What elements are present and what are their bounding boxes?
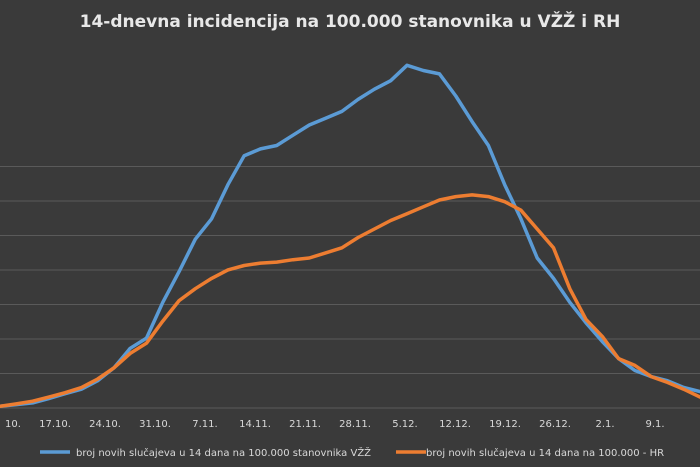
legend-label-1: broj novih slučajeva u 14 dana na 100.00… — [76, 446, 371, 459]
x-tick-label: 19.12. — [489, 419, 521, 430]
x-tick-label: 10. — [5, 419, 21, 430]
x-tick-label: 2.1. — [595, 419, 614, 430]
legend: broj novih slučajeva u 14 dana na 100.00… — [40, 446, 664, 459]
chart-title: 14-dnevna incidencija na 100.000 stanovn… — [80, 10, 621, 32]
x-tick-label: 14.11. — [239, 419, 271, 430]
x-tick-label: 12.12. — [439, 419, 471, 430]
x-tick-label: 9.1. — [645, 419, 664, 430]
x-tick-label: 31.10. — [139, 419, 171, 430]
x-tick-label: 21.11. — [289, 419, 321, 430]
x-axis-ticks: 10. 17.10. 24.10. 31.10. 7.11. 14.11. 21.11. 28… — [5, 419, 665, 430]
series-line-2 — [0, 193, 700, 409]
gridlines — [0, 166, 700, 409]
x-tick-label: 5.12. — [392, 419, 417, 430]
x-tick-label: 24.10. — [89, 419, 121, 430]
series-lines — [0, 63, 700, 409]
x-tick-label: 28.11. — [339, 419, 371, 430]
legend-label-2: broj novih slučajeva u 14 dana na 100.00… — [426, 447, 664, 459]
x-tick-label: 7.11. — [192, 419, 217, 430]
x-tick-label: 26.12. — [539, 419, 571, 430]
x-tick-label: 17.10. — [39, 419, 71, 430]
